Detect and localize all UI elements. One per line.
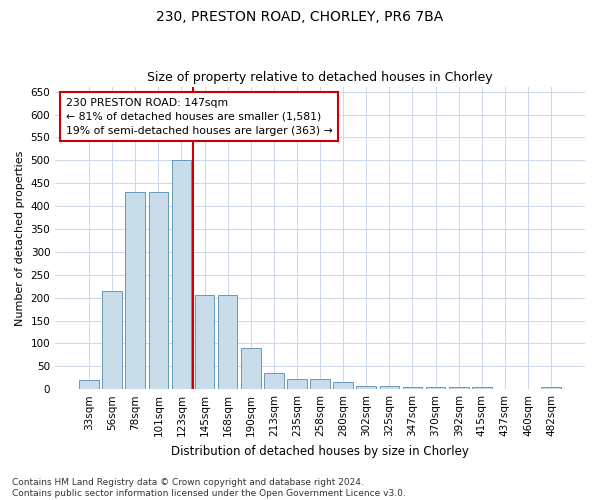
Bar: [426, 387, 445, 389]
Y-axis label: Number of detached properties: Number of detached properties: [15, 150, 25, 326]
Bar: [79, 380, 99, 389]
Bar: [403, 387, 422, 389]
Bar: [380, 386, 399, 389]
X-axis label: Distribution of detached houses by size in Chorley: Distribution of detached houses by size …: [171, 444, 469, 458]
Bar: [172, 160, 191, 389]
Bar: [449, 387, 469, 389]
Bar: [541, 387, 561, 389]
Bar: [287, 379, 307, 389]
Bar: [310, 379, 330, 389]
Bar: [356, 386, 376, 389]
Bar: [472, 387, 491, 389]
Bar: [103, 291, 122, 389]
Text: Contains HM Land Registry data © Crown copyright and database right 2024.
Contai: Contains HM Land Registry data © Crown c…: [12, 478, 406, 498]
Bar: [218, 296, 238, 389]
Bar: [125, 192, 145, 389]
Text: 230, PRESTON ROAD, CHORLEY, PR6 7BA: 230, PRESTON ROAD, CHORLEY, PR6 7BA: [157, 10, 443, 24]
Bar: [264, 373, 284, 389]
Title: Size of property relative to detached houses in Chorley: Size of property relative to detached ho…: [147, 72, 493, 85]
Bar: [334, 382, 353, 389]
Bar: [149, 192, 168, 389]
Bar: [195, 296, 214, 389]
Bar: [241, 348, 260, 389]
Text: 230 PRESTON ROAD: 147sqm
← 81% of detached houses are smaller (1,581)
19% of sem: 230 PRESTON ROAD: 147sqm ← 81% of detach…: [66, 98, 332, 136]
